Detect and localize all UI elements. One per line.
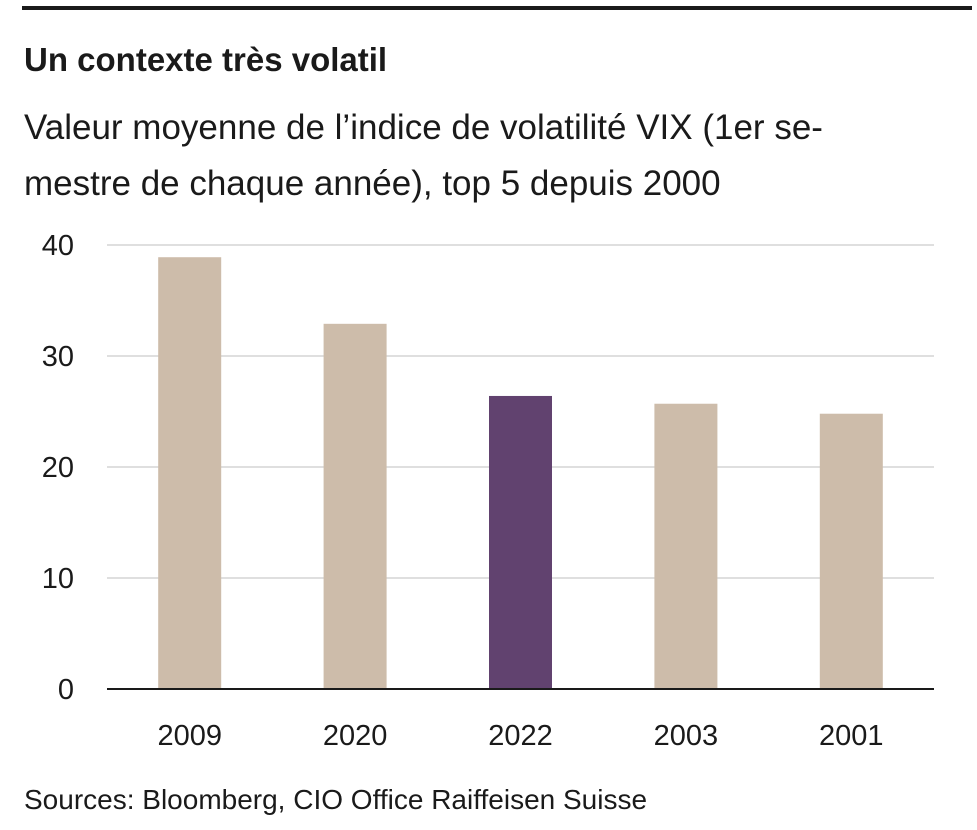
x-tick-label-2020: 2020: [323, 720, 388, 752]
bar-2003: [654, 403, 718, 689]
y-tick-label-40: 40: [42, 230, 74, 262]
bar-2009: [158, 257, 222, 689]
chart-subtitle-line-1: Valeur moyenne de l’indice de volatilité…: [24, 108, 823, 147]
bar-2001: [819, 413, 883, 689]
y-tick-label-10: 10: [42, 563, 74, 595]
top-rule: [22, 6, 972, 10]
x-tick-label-2022: 2022: [488, 720, 553, 752]
chart-subtitle: Valeur moyenne de l’indice de volatilité…: [24, 100, 944, 212]
chart-subtitle-line-2: mestre de chaque année), top 5 depuis 20…: [24, 164, 721, 203]
bar-2020: [323, 323, 387, 689]
y-tick-label-20: 20: [42, 452, 74, 484]
x-tick-label-2009: 2009: [157, 720, 222, 752]
x-tick-label-2001: 2001: [819, 720, 884, 752]
chart-title: Un contexte très volatil: [24, 41, 388, 78]
source-note: Sources: Bloomberg, CIO Office Raiffeise…: [24, 784, 648, 815]
y-tick-label-0: 0: [58, 674, 74, 706]
bar-2022: [489, 395, 552, 689]
x-tick-label-2003: 2003: [654, 720, 719, 752]
y-tick-label-30: 30: [42, 341, 74, 373]
